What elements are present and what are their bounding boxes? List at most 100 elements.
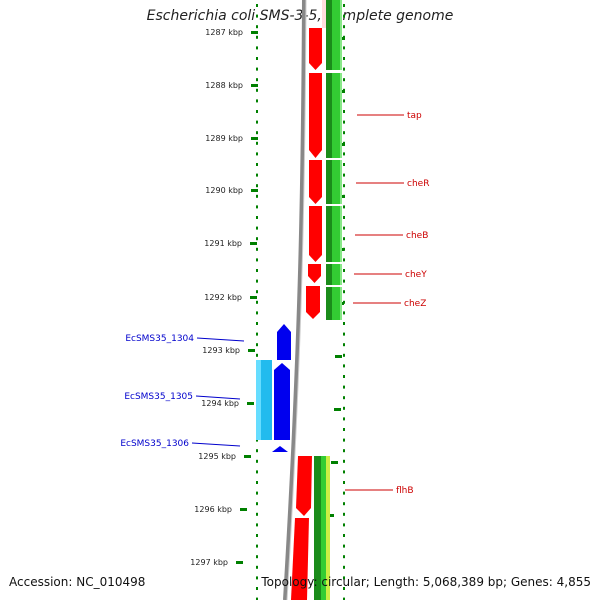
scale-dot <box>343 396 345 400</box>
scale-dot <box>343 226 345 230</box>
scale-dot <box>256 194 258 198</box>
reverse-genes <box>256 324 291 452</box>
scale-tick <box>335 355 342 358</box>
scale-dot <box>256 173 258 177</box>
scale-dot <box>256 353 258 357</box>
gene-arrow-up <box>274 363 290 440</box>
scale-dot <box>256 152 258 156</box>
scale-dot <box>343 258 345 262</box>
scale-dot <box>343 131 345 135</box>
scale-dot <box>343 544 345 548</box>
gene-arrow <box>306 286 320 319</box>
gene-label: EcSMS35_1305 <box>124 392 193 402</box>
scale-dot <box>343 512 345 516</box>
scale-dot <box>343 57 345 60</box>
scale-tick <box>240 508 247 511</box>
scale-dot <box>343 343 345 347</box>
gene-label: cheB <box>406 231 428 241</box>
lane-gap <box>326 262 342 264</box>
scale-tick-label: 1292 kbp <box>204 293 242 302</box>
scale-dot <box>256 237 258 241</box>
scale-dot <box>256 544 258 548</box>
scale-dot <box>256 576 258 580</box>
scale-dot <box>343 173 345 177</box>
scale-dot <box>343 597 345 600</box>
scale-tick-label: 1295 kbp <box>198 452 236 461</box>
scale-dot <box>256 141 258 145</box>
scale-dot <box>343 375 345 378</box>
scale-dot <box>256 300 258 304</box>
scale-dot <box>343 502 345 506</box>
scale-tick-label: 1290 kbp <box>205 186 243 195</box>
scale-dot <box>256 555 258 559</box>
scale-dot <box>343 279 345 283</box>
lane-gap <box>326 70 342 73</box>
gene-label: EcSMS35_1306 <box>120 439 189 449</box>
scale-dot <box>256 131 258 135</box>
scale-dot <box>343 311 345 315</box>
scale-dot <box>343 110 345 113</box>
scale-tick-label: 1288 kbp <box>205 81 243 90</box>
scale-tick <box>251 84 258 87</box>
scale-tick <box>247 402 254 405</box>
scale-dot <box>343 237 345 241</box>
scale-tick-label: 1287 kbp <box>205 28 243 37</box>
scale-dot <box>256 449 258 453</box>
label-leader <box>196 337 245 342</box>
gene-label: cheZ <box>404 299 426 309</box>
scale-dot <box>256 502 258 506</box>
gene-arrow <box>309 73 322 158</box>
scale-dot <box>343 332 345 336</box>
gene-arrow <box>309 28 322 70</box>
scale-dot <box>343 184 345 188</box>
scale-dot <box>343 25 345 29</box>
scale-tick <box>251 137 258 140</box>
scale-dot <box>343 216 345 219</box>
scale-dot <box>343 67 345 71</box>
gene-arrow <box>291 518 309 600</box>
scale-dot <box>256 4 258 7</box>
scale-dot <box>343 99 345 103</box>
gene-labels-right: tap cheR cheB cheY cheZ flhB <box>396 111 429 496</box>
gene-arrow-up <box>277 324 291 360</box>
scale-tick <box>236 561 243 564</box>
scale-dot <box>343 353 345 357</box>
scale-dot <box>343 449 345 453</box>
scale-dot <box>343 417 345 421</box>
scale-dot <box>343 322 345 325</box>
gene-lane-light <box>322 0 328 28</box>
scale-dot <box>256 216 258 219</box>
scale-dot <box>256 67 258 71</box>
gene-label: cheR <box>407 179 429 189</box>
scale-tick-label: 1296 kbp <box>194 505 232 514</box>
lane-yellow-green <box>326 456 330 600</box>
scale-dot <box>256 523 258 527</box>
scale-dot <box>343 576 345 580</box>
scale-dot <box>343 523 345 527</box>
scale-tick-label: 1297 kbp <box>190 558 228 567</box>
scale-dot <box>343 14 345 18</box>
scale-dot <box>256 258 258 262</box>
gene-bar-lighter <box>256 360 261 440</box>
scale-dot <box>343 534 345 537</box>
scale-dot <box>256 290 258 294</box>
scale-dot <box>343 152 345 156</box>
gene-label: flhB <box>396 486 414 496</box>
scale-dot <box>256 597 258 600</box>
map-title: Escherichia coli SMS-3-5, complete genom… <box>146 8 454 24</box>
scale-tick-label: 1294 kbp <box>201 399 239 408</box>
scale-left-dots <box>256 4 258 600</box>
scale-tick-label: 1291 kbp <box>204 239 242 248</box>
scale-dot <box>256 311 258 315</box>
scale-tick <box>251 31 258 34</box>
scale-tick <box>331 461 338 464</box>
scale-dot <box>256 184 258 188</box>
scale-dot <box>343 491 345 495</box>
scale-dot <box>256 438 258 442</box>
genome-backbone <box>283 0 306 600</box>
scale-dot <box>343 565 345 569</box>
topology-text: Topology: circular; Length: 5,068,389 bp… <box>261 575 591 589</box>
lane-mid-green <box>321 456 326 600</box>
scale-dot <box>343 163 345 166</box>
